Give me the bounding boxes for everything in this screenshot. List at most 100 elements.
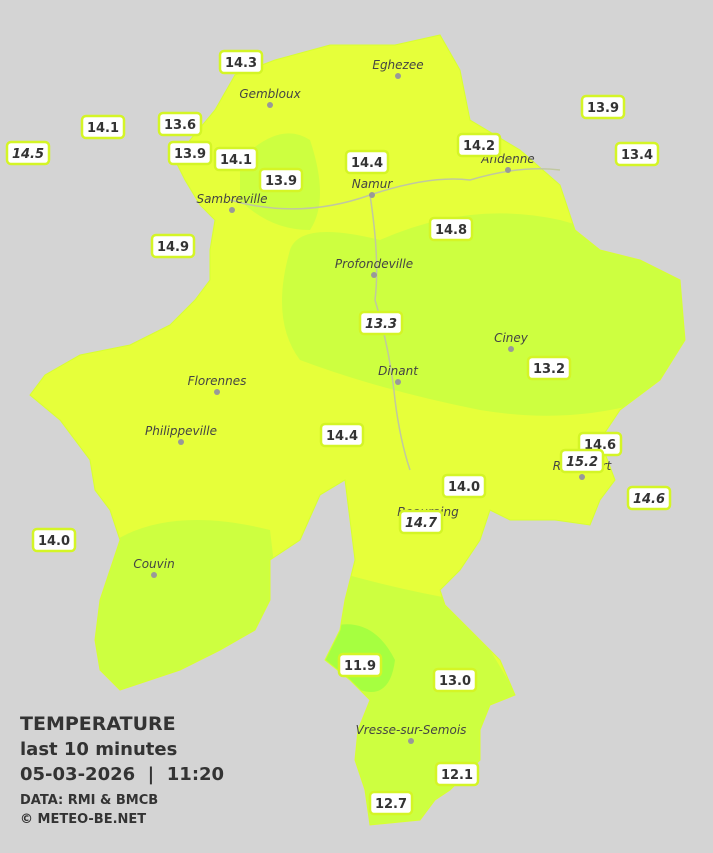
- station-box: [456, 132, 502, 158]
- station-box: [368, 790, 414, 816]
- town-dot: [214, 389, 220, 395]
- station-box: [398, 509, 444, 535]
- town-dot: [395, 379, 401, 385]
- town-name: Ciney: [494, 331, 529, 345]
- station-value: 14.1: [220, 153, 252, 168]
- station-box: [319, 422, 365, 448]
- station: 14.4: [344, 149, 390, 175]
- station-value: 12.7: [375, 797, 407, 812]
- station-box: [358, 310, 404, 336]
- station-value: 14.0: [448, 480, 480, 495]
- station: 13.2: [526, 355, 572, 381]
- town-name: Vresse-sur-Semois: [356, 723, 467, 737]
- town-name: Profondeville: [335, 257, 413, 271]
- station-box: [80, 114, 126, 140]
- station-box: [428, 216, 474, 242]
- station-value: 14.2: [463, 139, 495, 154]
- town-name: Philippeville: [145, 424, 217, 438]
- river: [229, 168, 561, 210]
- station-box: [432, 667, 478, 693]
- town-dot: [508, 346, 514, 352]
- station: 13.6: [157, 111, 203, 137]
- station: 14.1: [80, 114, 126, 140]
- station-box: [580, 94, 626, 120]
- station-box: [213, 146, 259, 172]
- station-value: 14.5: [12, 147, 44, 162]
- station: 13.3: [358, 310, 404, 336]
- station: 13.4: [614, 141, 660, 167]
- station-box: [218, 49, 264, 75]
- legend-title: TEMPERATURE: [20, 713, 176, 735]
- town-dot: [395, 73, 401, 79]
- station: 14.2: [456, 132, 502, 158]
- station-value: 11.9: [344, 659, 376, 674]
- station-box: [434, 761, 480, 787]
- station-value: 14.1: [87, 121, 119, 136]
- legend-datetime: 05-03-2026 | 11:20: [20, 764, 224, 785]
- station: 14.6: [626, 485, 672, 511]
- station-value: 14.6: [633, 492, 665, 507]
- station: 11.9: [337, 652, 383, 678]
- station-box: [626, 485, 672, 511]
- station-value: 13.6: [164, 118, 196, 133]
- town-name: Dinant: [378, 364, 419, 378]
- station-value: 13.3: [365, 317, 397, 332]
- station-value: 14.3: [225, 56, 257, 71]
- station-value: 14.9: [157, 240, 189, 255]
- station-box: [526, 355, 572, 381]
- station: 13.9: [167, 140, 213, 166]
- station-box: [31, 527, 77, 553]
- station-value: 13.9: [265, 174, 297, 189]
- town-dot: [505, 167, 511, 173]
- town-dot: [369, 192, 375, 198]
- station: 13.9: [580, 94, 626, 120]
- town-name: Gembloux: [239, 87, 301, 101]
- station: 13.9: [258, 167, 304, 193]
- station-value: 12.1: [441, 768, 473, 783]
- town-name: Couvin: [133, 557, 174, 571]
- station-box: [441, 473, 487, 499]
- station-value: 14.0: [38, 534, 70, 549]
- station-box: [150, 233, 196, 259]
- station-value: 13.0: [439, 674, 471, 689]
- town-dot: [267, 102, 273, 108]
- station-value: 13.9: [587, 101, 619, 116]
- river: [369, 194, 411, 471]
- station: 15.2: [559, 448, 605, 474]
- station-box: [157, 111, 203, 137]
- town-dot: [151, 572, 157, 578]
- legend: TEMPERATURE last 10 minutes 05-03-2026 |…: [20, 713, 224, 827]
- station-box: [337, 652, 383, 678]
- station-box: [344, 149, 390, 175]
- station-box: [258, 167, 304, 193]
- station-value: 13.4: [621, 148, 653, 163]
- station-value: 14.4: [351, 156, 383, 171]
- station-box: [559, 448, 605, 474]
- town-dot: [579, 474, 585, 480]
- town-name: Sambreville: [196, 192, 267, 206]
- station: 14.3: [218, 49, 264, 75]
- station: 14.0: [441, 473, 487, 499]
- station-box: [167, 140, 213, 166]
- town-dot: [178, 439, 184, 445]
- station: 14.7: [398, 509, 444, 535]
- station: 13.0: [432, 667, 478, 693]
- station: 12.1: [434, 761, 480, 787]
- station-value: 15.2: [566, 455, 598, 470]
- legend-period: last 10 minutes: [20, 739, 177, 760]
- legend-copyright: © METEO-BE.NET: [20, 812, 146, 827]
- station: 14.9: [150, 233, 196, 259]
- station-value: 13.9: [174, 147, 206, 162]
- station-value: 14.4: [326, 429, 358, 444]
- town-dot: [371, 272, 377, 278]
- station: 14.1: [213, 146, 259, 172]
- station-box: [614, 141, 660, 167]
- station: 14.5: [5, 140, 51, 166]
- legend-source: DATA: RMI & BMCB: [20, 793, 158, 808]
- town-dot: [408, 738, 414, 744]
- station-value: 14.8: [435, 223, 467, 238]
- station: 14.8: [428, 216, 474, 242]
- station: 14.0: [31, 527, 77, 553]
- town-name: Namur: [352, 177, 394, 191]
